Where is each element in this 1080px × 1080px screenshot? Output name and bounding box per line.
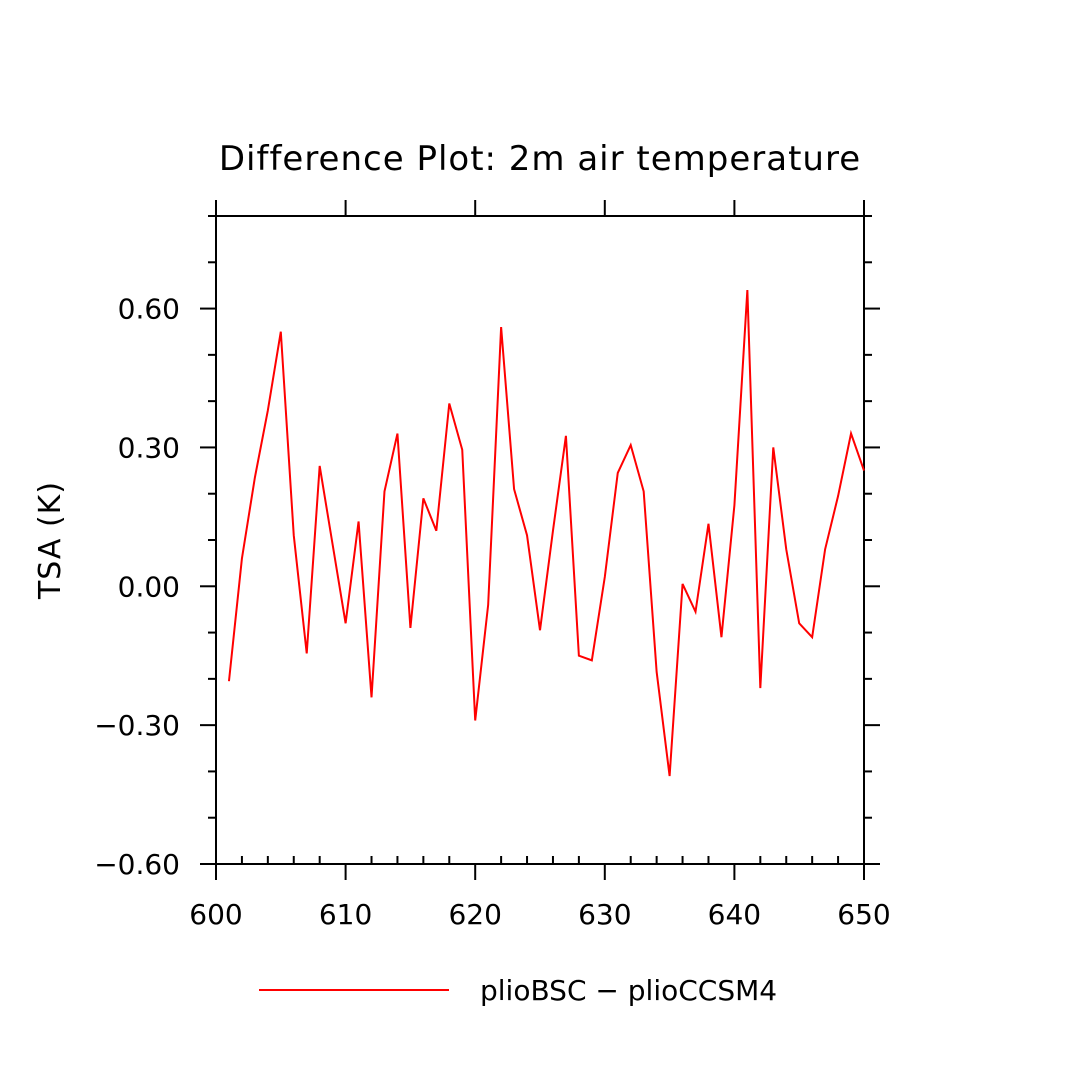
x-tick-label: 640 (708, 898, 761, 931)
axis-ticks (200, 200, 880, 880)
chart-title: Difference Plot: 2m air temperature (219, 139, 861, 179)
y-tick-label: −0.60 (94, 848, 180, 881)
y-axis-label: TSA (K) (33, 481, 68, 600)
plot-frame (215, 215, 865, 865)
y-tick-label: 0.30 (118, 431, 180, 464)
legend-label: plioBSC − plioCCSM4 (480, 974, 777, 1007)
y-tick-label: 0.60 (118, 293, 180, 326)
data-line (227, 289, 865, 777)
y-tick-label: 0.00 (118, 570, 180, 603)
tick-labels: 600 610 620 630 640 650 −0.60 −0.30 0.00 0.30 0.60 (94, 293, 891, 931)
x-tick-label: 620 (448, 898, 501, 931)
y-tick-label: −0.30 (94, 709, 180, 742)
x-tick-label: 610 (319, 898, 372, 931)
x-tick-label: 600 (189, 898, 242, 931)
x-tick-label: 630 (578, 898, 631, 931)
x-tick-label: 650 (837, 898, 890, 931)
